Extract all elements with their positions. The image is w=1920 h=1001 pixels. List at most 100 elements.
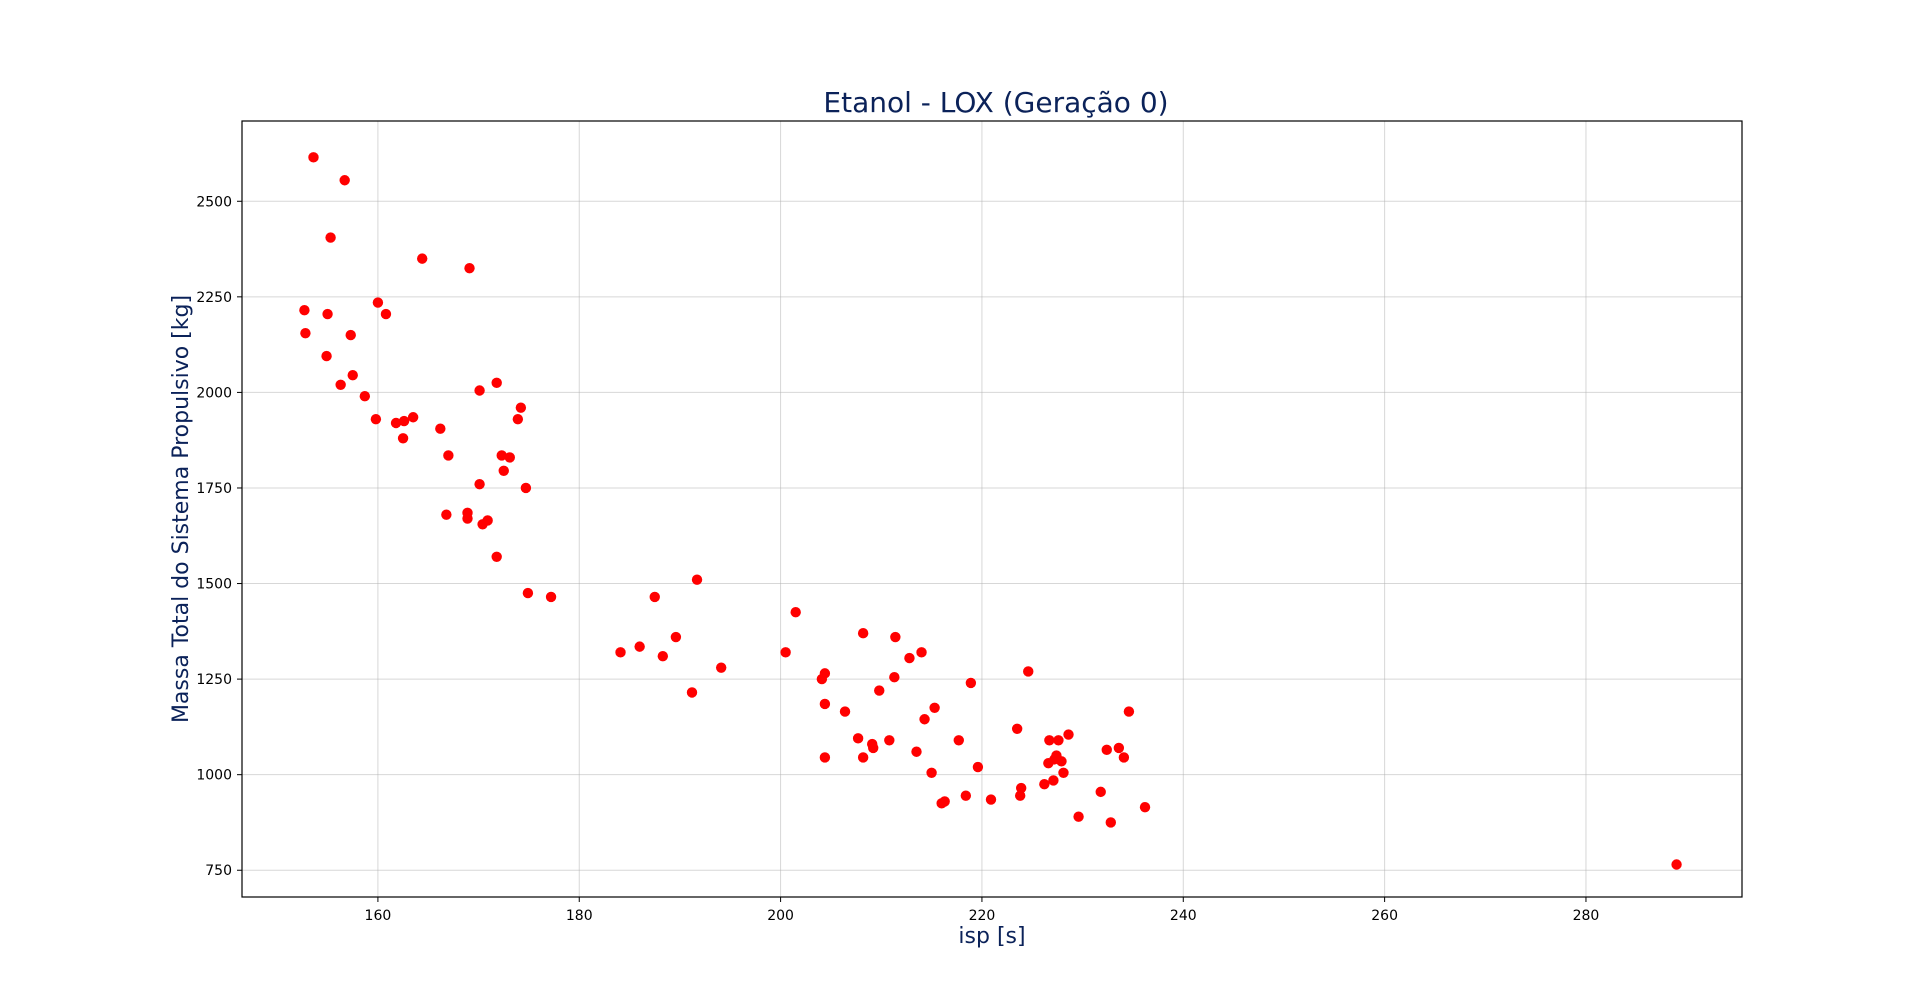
chart-title: Etanol - LOX (Geração 0) — [823, 86, 1168, 119]
axis-ticks: 160 180 200 220 240 260 280 750 1000 1250 1500 1750… — [196, 194, 1599, 924]
data-point — [884, 735, 895, 746]
data-point — [322, 308, 333, 320]
data-point — [372, 297, 384, 308]
data-point — [715, 662, 727, 673]
data-point — [839, 706, 851, 717]
data-point — [512, 413, 524, 425]
data-point — [857, 752, 869, 763]
data-point — [515, 402, 527, 413]
y-tick-label: 2000 — [196, 385, 232, 401]
data-point — [1014, 790, 1026, 801]
data-point — [904, 652, 915, 664]
data-point — [670, 631, 682, 643]
data-point — [491, 377, 502, 389]
data-point — [321, 350, 332, 362]
data-point — [1073, 811, 1084, 822]
data-point — [1105, 817, 1116, 828]
data-point — [1063, 729, 1074, 740]
data-point — [520, 482, 532, 494]
data-point — [780, 647, 791, 658]
data-point — [504, 452, 515, 463]
data-point — [464, 262, 475, 274]
data-point — [926, 767, 937, 778]
data-point — [1113, 742, 1125, 754]
data-point — [1123, 706, 1135, 717]
data-point — [965, 677, 977, 689]
grid-layer — [242, 121, 1742, 897]
data-point — [390, 417, 402, 429]
data-point — [300, 327, 311, 339]
data-point — [347, 370, 358, 381]
data-point — [1048, 775, 1059, 786]
x-tick-label: 240 — [1170, 908, 1197, 924]
x-tick-label: 220 — [969, 908, 996, 924]
data-point — [874, 685, 885, 696]
data-point — [911, 746, 922, 757]
data-point — [868, 742, 879, 754]
plot-frame — [241, 120, 1743, 898]
data-point — [345, 329, 356, 341]
data-point — [929, 702, 940, 713]
y-tick-label: 2250 — [196, 290, 232, 306]
data-point — [299, 305, 310, 316]
x-tick-label: 280 — [1573, 908, 1600, 924]
data-point — [545, 591, 557, 603]
data-point — [1101, 744, 1112, 756]
data-point — [686, 687, 698, 698]
data-point — [417, 253, 428, 264]
data-point — [919, 714, 930, 725]
data-point — [491, 551, 502, 562]
data-point — [816, 673, 828, 685]
data-point — [325, 232, 336, 243]
data-point — [435, 423, 446, 434]
data-point — [397, 433, 409, 444]
data-point — [1039, 779, 1050, 790]
data-point — [496, 450, 507, 461]
data-points — [299, 152, 1682, 870]
x-tick-label: 260 — [1371, 908, 1398, 924]
data-point — [1044, 735, 1055, 746]
data-point — [474, 385, 485, 396]
data-point — [443, 450, 454, 461]
data-point — [1011, 723, 1023, 735]
y-tick-label: 1500 — [196, 577, 232, 593]
data-point — [522, 587, 534, 599]
x-axis-label: isp [s] — [958, 924, 1025, 949]
data-point — [819, 698, 831, 710]
y-tick-label: 1000 — [196, 768, 232, 784]
data-point — [1049, 754, 1060, 765]
x-tick-label: 160 — [365, 908, 392, 924]
data-point — [634, 641, 645, 652]
data-point — [398, 415, 410, 427]
y-tick-label: 1750 — [196, 481, 232, 497]
data-point — [985, 794, 997, 805]
x-tick-label: 180 — [566, 908, 593, 924]
data-point — [1139, 801, 1151, 813]
data-point — [657, 650, 669, 662]
data-point — [889, 671, 900, 683]
data-point — [953, 735, 964, 746]
data-point — [819, 752, 831, 763]
data-point — [339, 175, 350, 186]
data-point — [960, 790, 972, 801]
data-point — [477, 519, 488, 530]
data-point — [790, 607, 801, 618]
data-point — [1095, 786, 1106, 798]
data-point — [1118, 752, 1130, 763]
data-point — [441, 509, 452, 520]
data-point — [1053, 735, 1064, 746]
data-point — [936, 798, 947, 809]
data-point — [972, 761, 984, 773]
data-point — [857, 628, 869, 639]
data-point — [1671, 859, 1682, 870]
data-point — [462, 513, 473, 524]
data-point — [474, 478, 485, 490]
data-point — [380, 308, 392, 320]
x-tick-label: 200 — [767, 908, 794, 924]
data-point — [615, 647, 626, 658]
data-point — [498, 465, 509, 476]
data-point — [1015, 782, 1027, 794]
y-tick-label: 750 — [205, 863, 232, 879]
data-point — [1058, 767, 1069, 778]
